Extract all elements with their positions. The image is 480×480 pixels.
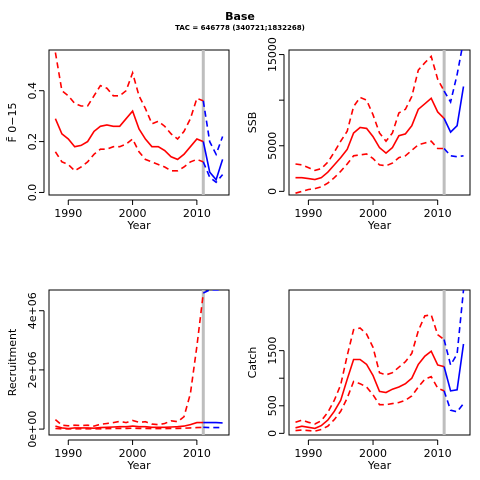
recruitment-x-tick-label: 1990	[54, 447, 82, 460]
figure-subtitle: TAC = 646778 (340721;1832268)	[175, 24, 305, 32]
figure-title: Base	[225, 10, 255, 23]
fbar-hist-upper-line	[54, 52, 204, 141]
fbar-proj-median-line	[202, 141, 224, 182]
ssb-proj-lower-line	[443, 147, 464, 158]
fbar-y-tick-label: 0.4	[26, 82, 39, 100]
catch-x-tick-label: 2010	[424, 447, 452, 460]
ssb-y-tick-label: 5000	[266, 132, 279, 160]
ssb-x-axis-label: Year	[367, 219, 392, 232]
recruitment-x-axis-label: Year	[126, 459, 151, 472]
ssb-hist-median-line	[295, 97, 445, 181]
ssb-hist-upper-line	[295, 54, 445, 172]
catch-y-tick-label: 1500	[266, 337, 279, 365]
fbar-proj-upper-line	[202, 100, 224, 157]
catch-y-axis-label: Catch	[246, 347, 259, 379]
ssb-x-tick-label: 2010	[424, 207, 452, 220]
recruitment-frame	[48, 289, 230, 436]
ssb-proj-median-line	[443, 86, 465, 134]
catch-x-tick-label: 1990	[294, 447, 322, 460]
recruitment-y-tick-label: 4e+06	[26, 292, 39, 329]
fbar-y-axis-label: F̄ 0−15	[6, 102, 19, 142]
ssb-x-tick-label: 1990	[294, 207, 322, 220]
recruitment-y-axis-label: Recruitment	[6, 328, 19, 396]
recruitment-panel: 1990 2000 2010 Year 0e+00 2e+06 4e+06 Recruitme…	[6, 289, 230, 472]
recruitment-y-tick-label: 2e+06	[26, 351, 39, 388]
ssb-y-tick-label: 15000	[266, 37, 279, 72]
recruitment-hist-upper-line	[54, 292, 205, 427]
fbar-y-tick-label: 0.0	[26, 184, 39, 202]
fbar-proj-lower-line	[202, 161, 224, 184]
catch-proj-lower-line	[443, 390, 465, 413]
fbar-hist-median-line	[54, 109, 204, 161]
fbar-x-tick-label: 2010	[183, 207, 211, 220]
recruitment-y-tick-label: 0e+00	[26, 411, 39, 448]
ssb-y-tick-label: 0	[266, 188, 279, 195]
ssb-panel: 1990 2000 2010 Year 0 5000 15000 SSB	[246, 37, 471, 232]
recruitment-proj-upper-line	[202, 290, 223, 294]
catch-y-tick-label: 0	[266, 430, 279, 437]
fbar-x-tick-label: 2000	[119, 207, 147, 220]
catch-hist-median-line	[295, 349, 445, 430]
fbar-x-tick-label: 1990	[54, 207, 82, 220]
recruitment-x-tick-label: 2000	[119, 447, 147, 460]
fbar-x-axis-label: Year	[126, 219, 151, 232]
recruitment-x-tick-label: 2010	[183, 447, 211, 460]
ssb-hist-lower-line	[295, 140, 445, 194]
fbar-panel: 1990 2000 2010 Year 0.0 0.2 0.4 F̄ 0−15	[6, 49, 230, 232]
catch-proj-median-line	[443, 343, 465, 392]
ssb-x-tick-label: 2000	[359, 207, 387, 220]
fbar-frame	[48, 49, 230, 196]
catch-x-tick-label: 2000	[359, 447, 387, 460]
ssb-frame	[288, 49, 471, 196]
catch-frame	[288, 289, 471, 436]
recruitment-hist-lower-line	[55, 426, 204, 430]
catch-x-axis-label: Year	[367, 459, 392, 472]
recruitment-hist-median-line	[55, 421, 204, 430]
fbar-y-tick-label: 0.2	[26, 133, 39, 151]
catch-hist-lower-line	[295, 375, 445, 432]
catch-proj-upper-line	[443, 290, 465, 368]
catch-y-tick-label: 500	[266, 395, 279, 416]
ssb-y-axis-label: SSB	[246, 112, 259, 134]
catch-panel: 1990 2000 2010 Year 0 500 1500 Catch	[246, 289, 471, 472]
fbar-hist-lower-line	[54, 137, 204, 172]
